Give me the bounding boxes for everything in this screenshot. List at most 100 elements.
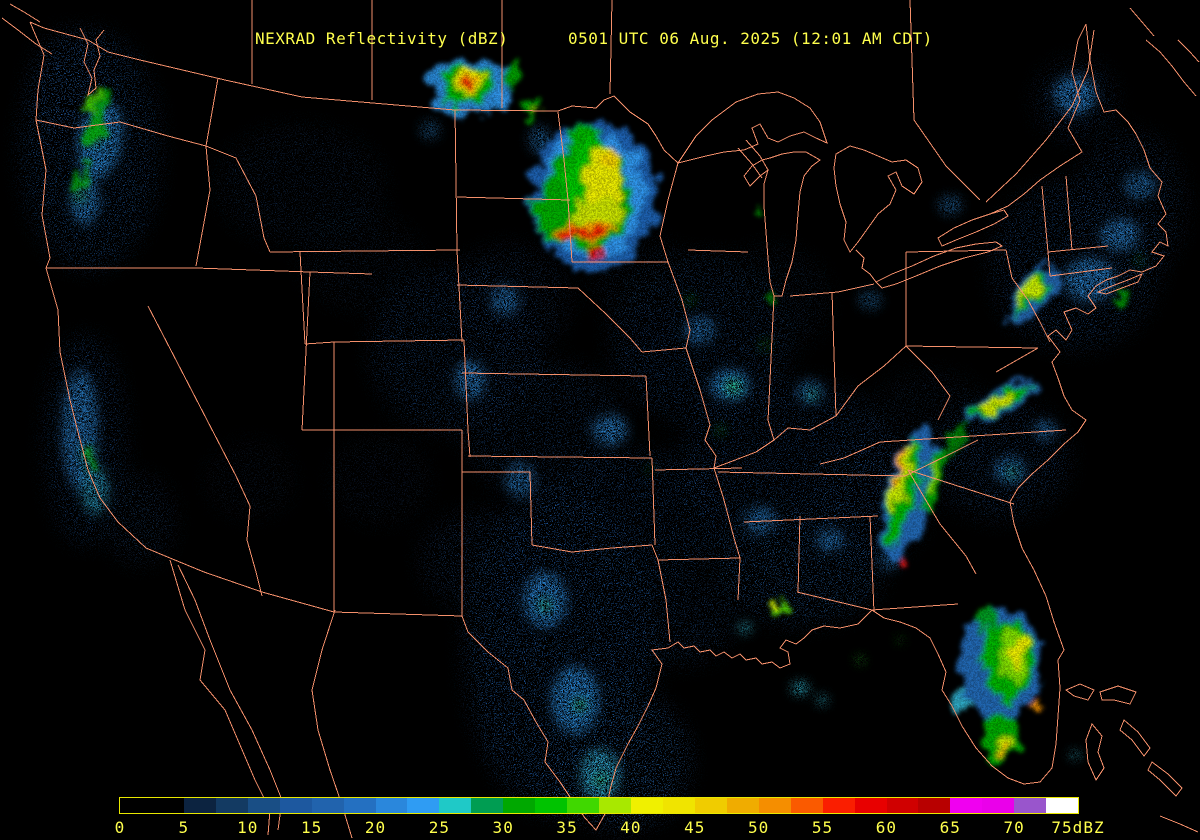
color-scale-cell-0dbz [120, 798, 152, 813]
us-west-coast [29, 21, 171, 559]
us-south-east-coast [169, 23, 1169, 831]
color-scale-cell-17.5dbz [343, 798, 376, 813]
radar-echo [953, 692, 967, 708]
color-scale-cell-5dbz [183, 798, 216, 813]
radar-echo [532, 108, 540, 116]
radar-echo [945, 422, 965, 458]
radar-echo [551, 666, 599, 734]
radar-echo [686, 296, 694, 304]
color-scale-cell-45dbz [694, 798, 727, 813]
radar-echo [1100, 219, 1140, 251]
radar-echo [894, 448, 906, 488]
tick-label-35: 35 [556, 818, 578, 837]
radar-echo [528, 126, 552, 154]
color-scale-cell-67.5dbz [982, 798, 1015, 813]
color-scale-cell-62.5dbz [918, 798, 951, 813]
radar-echo [727, 381, 739, 391]
tick-label-25: 25 [428, 818, 450, 837]
color-scale-cell-70dbz [1014, 798, 1047, 813]
tick-label-70: 70 [1003, 818, 1025, 837]
radar-echo [808, 390, 816, 398]
radar-echo [1070, 751, 1080, 759]
color-scale-cell-22.5dbz [407, 798, 440, 813]
canada-provincial-borders [251, 0, 1095, 203]
radar-echo [647, 467, 653, 473]
radar-echo [1017, 278, 1039, 304]
color-scale-cell-42.5dbz [662, 798, 695, 813]
lake-huron [833, 145, 923, 283]
radar-echo [465, 360, 625, 500]
island-coastlines [1, 3, 1200, 833]
radar-echo [1003, 746, 1009, 754]
radar-echo [738, 622, 752, 634]
radar-echo [1009, 638, 1025, 668]
radar-echo [558, 233, 578, 243]
color-scale-cell-32.5dbz [535, 798, 568, 813]
color-scale-cell-50dbz [758, 798, 791, 813]
radar-echo [555, 450, 725, 590]
tick-label-0: 0 [114, 818, 126, 837]
radar-echo [300, 210, 420, 310]
color-scale-cell-2.5dbz [151, 798, 184, 813]
radar-echo [1064, 258, 1116, 302]
radar-echo [580, 749, 620, 801]
color-scale-cell-7.5dbz [215, 798, 248, 813]
radar-echo [602, 148, 616, 172]
color-scale-cell-47.5dbz [726, 798, 759, 813]
radar-echo [464, 81, 470, 87]
radar-echo [574, 699, 586, 711]
tick-label-65: 65 [939, 818, 961, 837]
tick-label-50: 50 [748, 818, 770, 837]
radar-echo [454, 360, 486, 400]
lake-erie [875, 241, 1004, 289]
radar-echo [897, 637, 903, 643]
lake-superior [676, 91, 828, 164]
color-scale-cell-30dbz [503, 798, 536, 813]
tick-label-5: 5 [178, 818, 190, 837]
radar-echo [420, 510, 540, 610]
radar-echo [493, 88, 507, 102]
tick-label-40: 40 [620, 818, 642, 837]
color-scale-cell-40dbz [631, 798, 663, 813]
color-scale-cell-35dbz [567, 798, 600, 813]
radar-echo [1007, 468, 1017, 476]
state-borders [35, 77, 1113, 643]
color-scale-cell-65dbz [950, 798, 983, 813]
radar-echo [540, 599, 550, 611]
radar-echo [1033, 420, 1057, 440]
radar-echo [85, 450, 95, 470]
radar-echo [506, 63, 524, 83]
us-canada-border [29, 21, 1087, 215]
lake-ontario [937, 209, 1009, 247]
tick-label-75dBZ: 75dBZ [1051, 818, 1105, 837]
radar-echo [716, 426, 724, 434]
radar-echo [761, 341, 769, 349]
color-scale-cell-12.5dbz [279, 798, 312, 813]
color-scale-cell-52.5dbz [790, 798, 823, 813]
tick-label-45: 45 [684, 818, 706, 837]
radar-echo [885, 435, 923, 545]
color-scale-cell-37.5dbz [599, 798, 631, 813]
color-scale-cell-55dbz [822, 798, 855, 813]
radar-echo [574, 199, 622, 231]
radar-echo [625, 575, 735, 665]
tick-label-60: 60 [875, 818, 898, 837]
radar-echo [72, 166, 84, 194]
color-scale-cell-72.5dbz [1046, 798, 1079, 813]
radar-echo [858, 290, 882, 310]
radar-echo [1053, 75, 1097, 115]
radar-echo-clump-layer [62, 75, 1156, 801]
radar-echo [592, 414, 628, 446]
radar-echo [330, 435, 430, 525]
radar-echo [773, 598, 781, 608]
radar-echo [1034, 702, 1042, 710]
radar-echo [592, 242, 602, 260]
radar-echo [890, 442, 912, 512]
radar-echo [105, 475, 175, 565]
color-scale-cell-57.5dbz [854, 798, 887, 813]
radar-echo [927, 458, 939, 494]
radar-echo-core-layer [72, 56, 1125, 765]
radar-echo [81, 465, 109, 515]
